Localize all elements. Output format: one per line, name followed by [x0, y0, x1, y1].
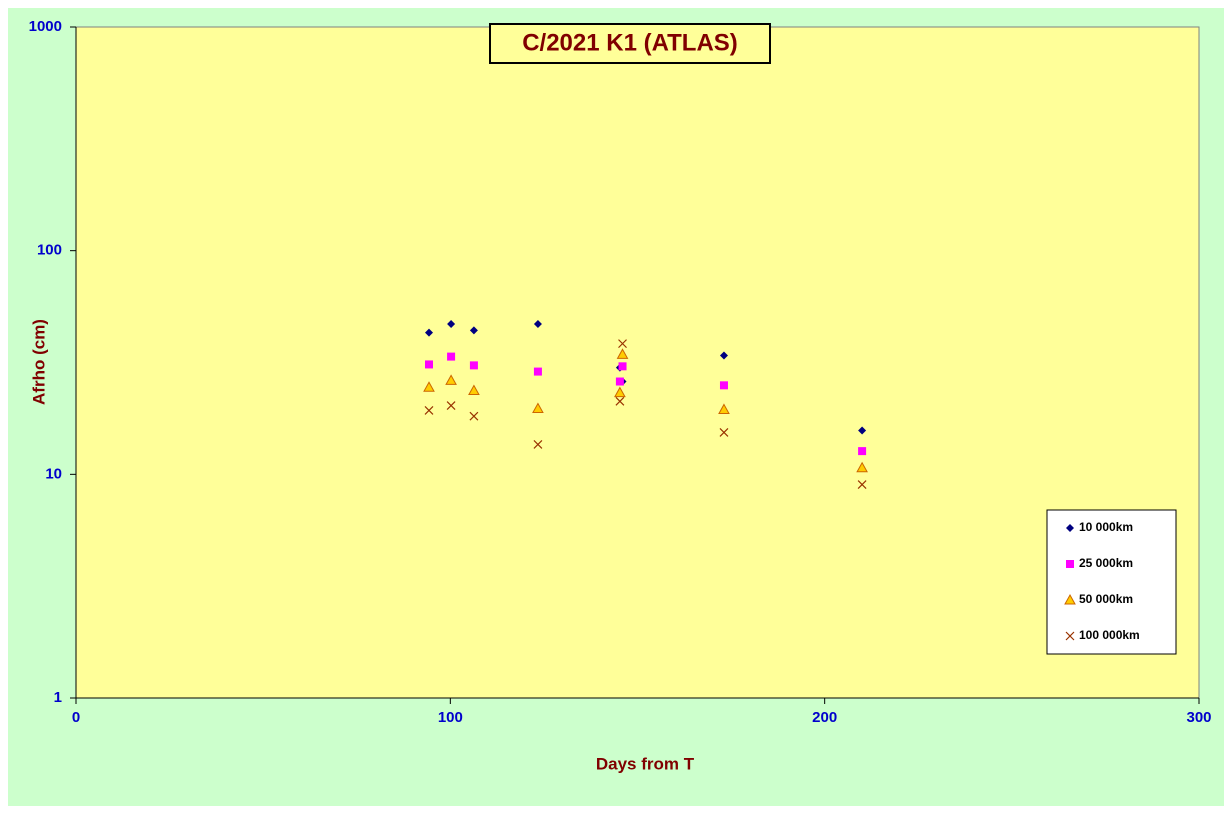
x-axis-label: Days from T — [596, 754, 695, 773]
title-box — [489, 23, 771, 64]
legend-marker — [1065, 631, 1075, 641]
point — [533, 320, 542, 329]
legend-label: 100 000km — [1079, 628, 1140, 642]
y-tick-label: 1000 — [29, 18, 62, 35]
legend-label: 50 000km — [1079, 592, 1133, 606]
point — [858, 447, 867, 456]
point — [446, 401, 456, 410]
point — [618, 339, 627, 349]
x-tick-label: 0 — [72, 709, 80, 726]
chart-title: C/2021 K1 (ATLAS) — [522, 29, 738, 56]
legend-marker — [1066, 524, 1074, 532]
legend-box — [1046, 509, 1177, 655]
point — [469, 361, 478, 370]
point — [424, 360, 433, 369]
point — [424, 406, 434, 415]
point — [615, 396, 625, 406]
point — [447, 320, 456, 329]
plot-area — [75, 26, 1200, 699]
point — [615, 377, 624, 386]
x-tick-label: 200 — [812, 709, 837, 726]
point — [857, 480, 867, 489]
point — [533, 440, 543, 449]
point — [719, 351, 728, 360]
legend-label: 25 000km — [1079, 556, 1133, 570]
point — [468, 384, 480, 396]
y-tick-label: 100 — [37, 242, 62, 259]
point — [616, 348, 629, 359]
y-tick-label: 1 — [54, 689, 62, 706]
point — [469, 326, 478, 335]
point — [469, 411, 479, 421]
y-tick-label: 10 — [45, 465, 62, 482]
x-tick-label: 300 — [1186, 709, 1211, 726]
point — [614, 386, 626, 398]
point — [533, 367, 542, 376]
point — [532, 402, 544, 413]
point — [447, 352, 456, 361]
legend-marker — [1064, 593, 1076, 605]
point — [618, 362, 627, 371]
y-axis-label: Afrho (cm) — [29, 319, 48, 405]
point — [719, 427, 729, 437]
point — [424, 328, 433, 337]
point — [445, 374, 457, 385]
point — [856, 461, 868, 473]
point — [858, 426, 867, 435]
point — [718, 403, 730, 414]
point — [423, 381, 435, 392]
point — [719, 381, 728, 390]
legend-label: 10 000km — [1079, 520, 1133, 534]
x-tick-label: 100 — [438, 709, 463, 726]
legend-marker — [1066, 560, 1074, 568]
